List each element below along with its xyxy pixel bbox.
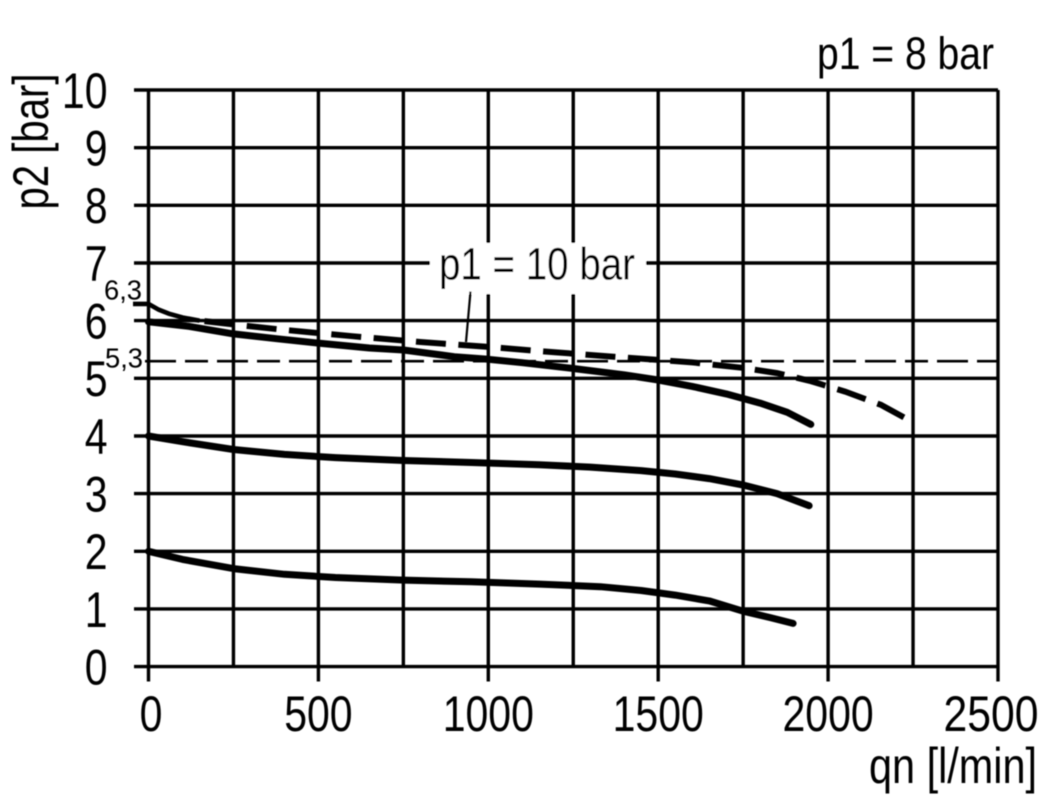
svg-text:2500: 2500: [944, 686, 1039, 742]
svg-text:9: 9: [85, 121, 108, 177]
svg-text:10: 10: [62, 63, 108, 119]
svg-text:8: 8: [85, 178, 108, 234]
svg-text:p1 = 8 bar: p1 = 8 bar: [817, 28, 994, 79]
svg-text:6,3: 6,3: [104, 275, 142, 306]
svg-text:500: 500: [284, 686, 352, 742]
svg-text:2: 2: [85, 524, 108, 580]
svg-text:0: 0: [85, 640, 108, 696]
svg-text:p1 = 10 bar: p1 = 10 bar: [439, 239, 635, 290]
svg-text:qn [l/min]: qn [l/min]: [869, 738, 1037, 794]
svg-text:1500: 1500: [613, 686, 704, 742]
svg-text:2000: 2000: [783, 686, 874, 742]
svg-text:1000: 1000: [443, 686, 534, 742]
svg-text:3: 3: [85, 467, 108, 523]
svg-text:4: 4: [85, 409, 108, 465]
svg-text:1: 1: [85, 582, 108, 638]
svg-text:p2 [bar]: p2 [bar]: [3, 74, 59, 210]
svg-text:5: 5: [85, 351, 108, 407]
svg-text:6: 6: [85, 294, 108, 350]
svg-text:7: 7: [85, 236, 108, 292]
svg-text:0: 0: [140, 686, 163, 742]
svg-text:5,3: 5,3: [105, 343, 143, 374]
